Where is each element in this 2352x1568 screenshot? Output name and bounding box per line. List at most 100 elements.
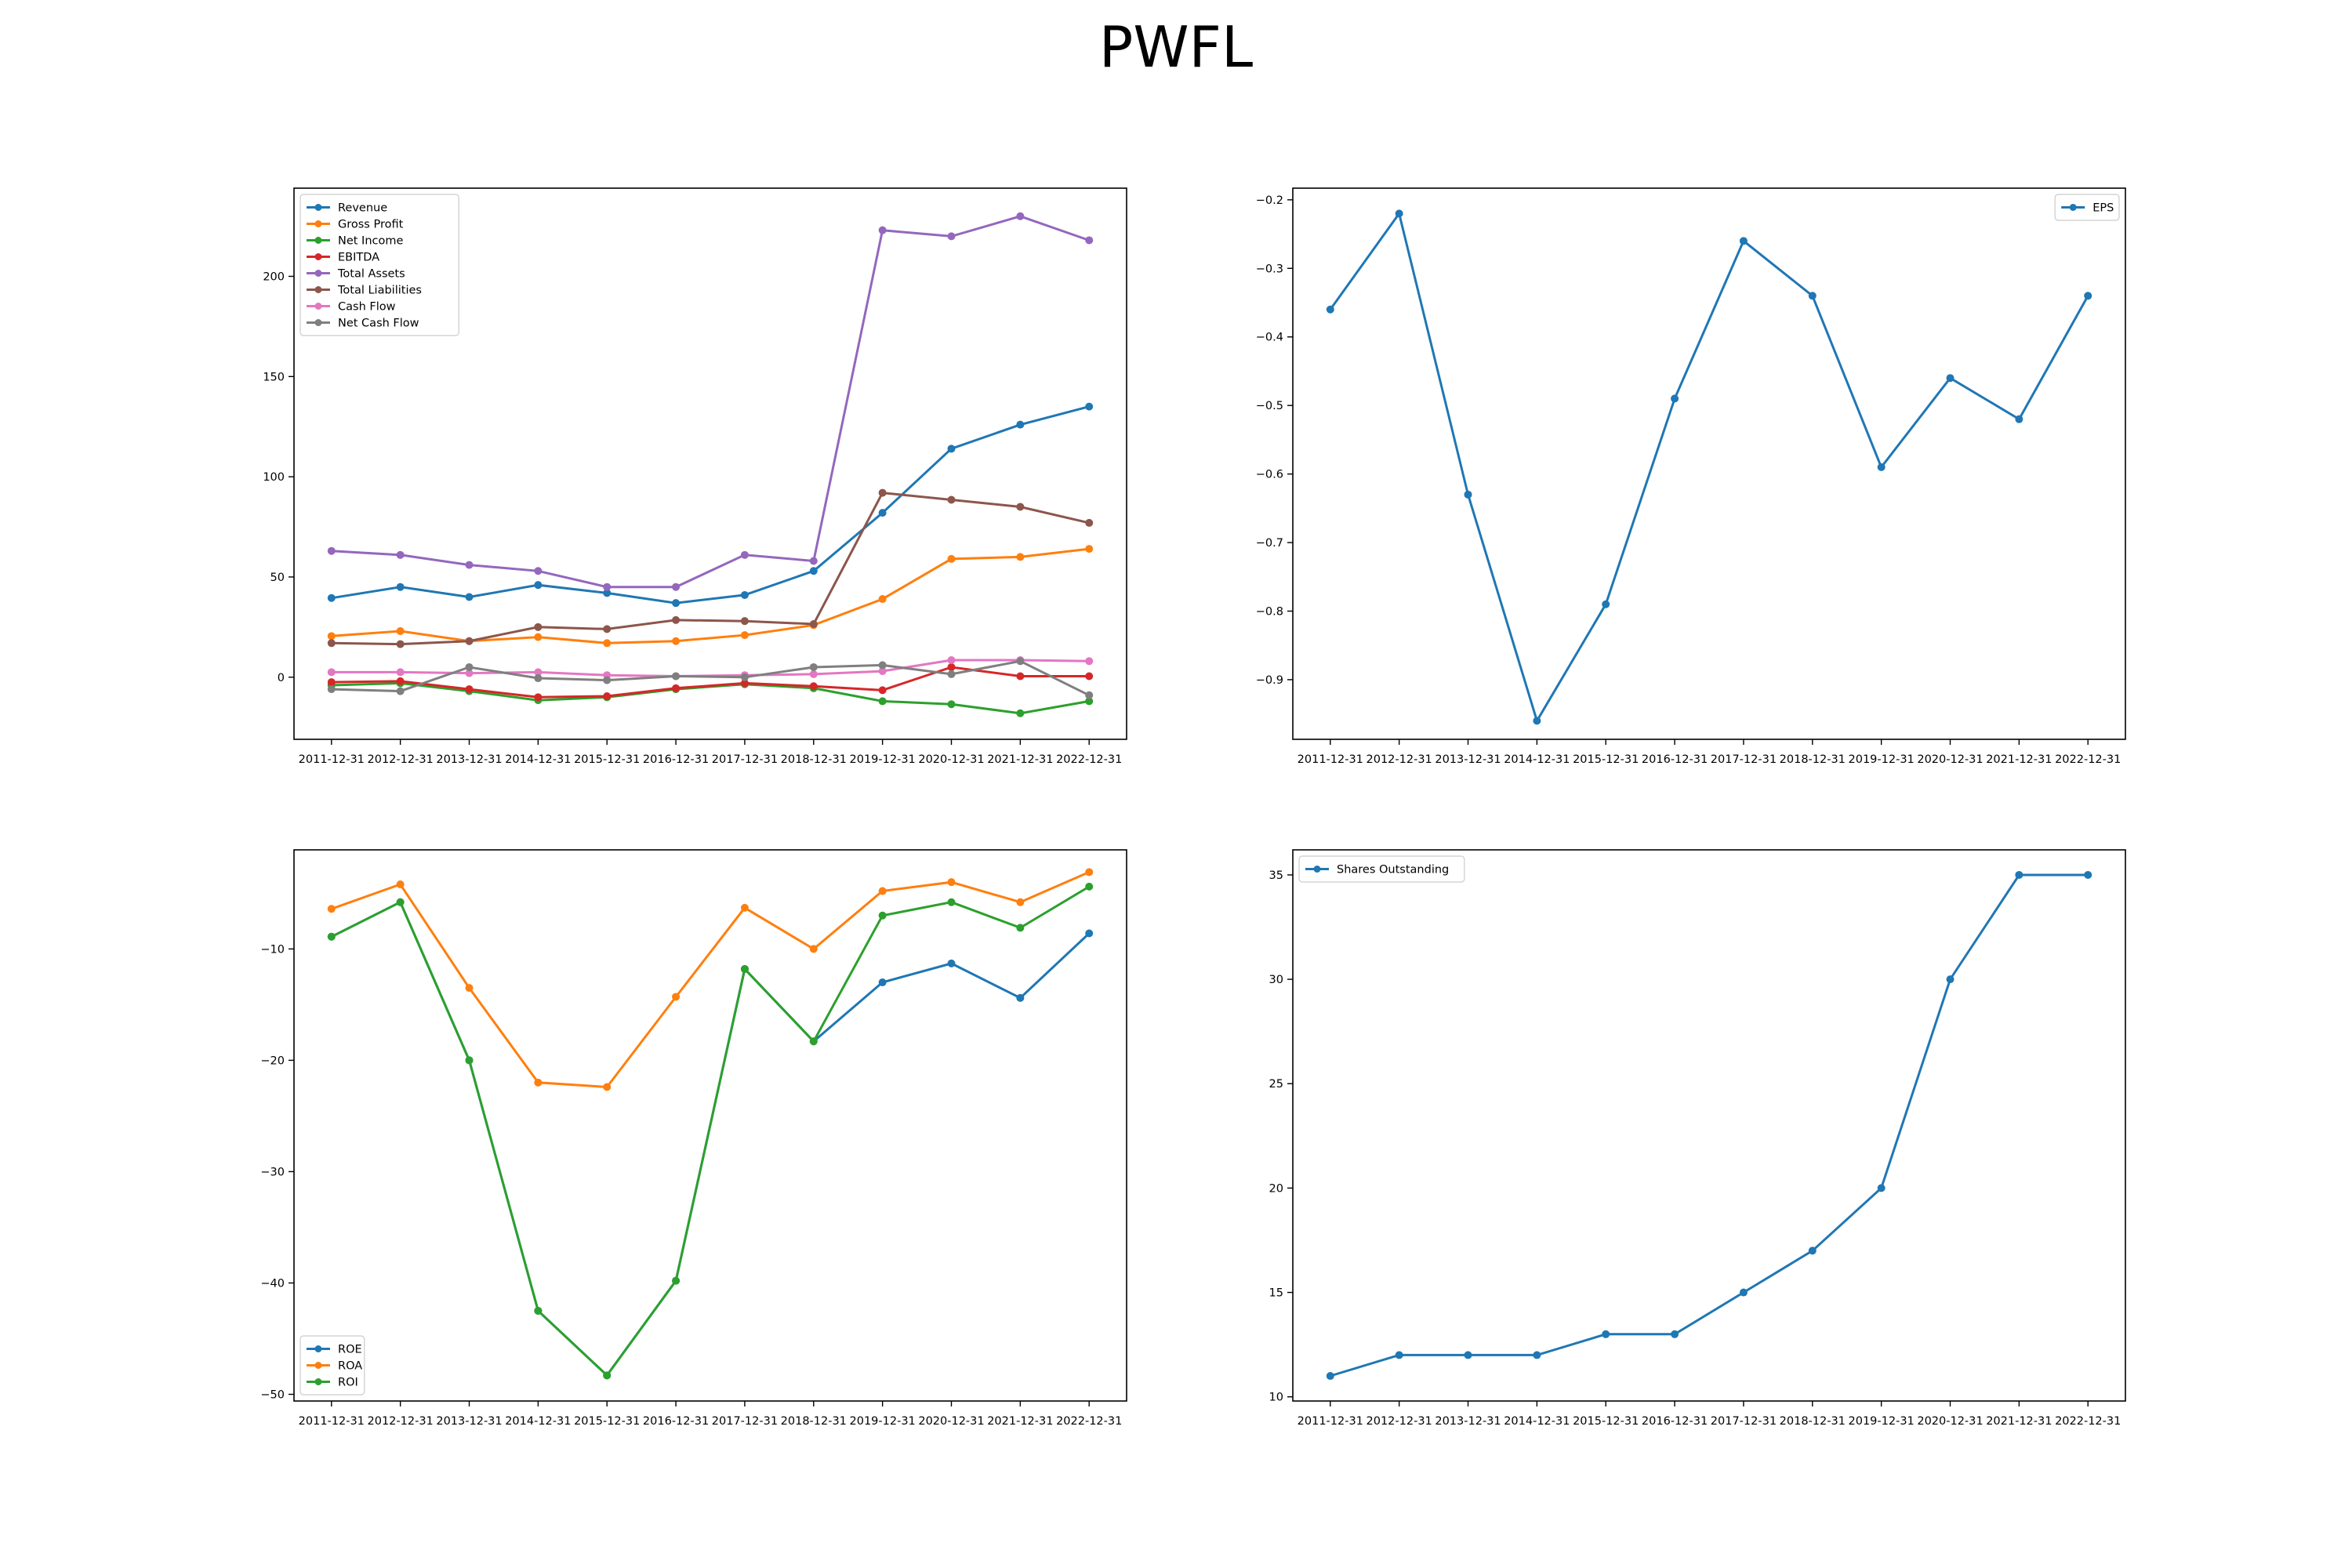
data-point: [1326, 305, 1334, 314]
data-point: [1671, 1330, 1679, 1338]
y-tick-label: 100: [263, 471, 285, 484]
x-tick-label: 2017-12-31: [712, 753, 778, 766]
data-point: [465, 685, 474, 694]
legend-marker: [2069, 204, 2077, 211]
data-point: [809, 670, 818, 678]
x-tick-label: 2020-12-31: [1917, 753, 1983, 766]
data-point: [465, 593, 474, 601]
data-point: [603, 625, 612, 633]
legend-marker: [314, 237, 322, 244]
legend-label: ROI: [338, 1377, 358, 1389]
data-point: [1085, 672, 1094, 681]
data-point: [1085, 518, 1094, 527]
legend-marker: [314, 1345, 322, 1352]
y-tick-label: −40: [260, 1277, 285, 1290]
data-point: [947, 878, 956, 887]
data-point: [534, 567, 543, 575]
legend-label: Total Assets: [337, 268, 405, 281]
legend-marker: [314, 319, 322, 326]
data-point: [1016, 420, 1025, 429]
y-tick-label: 35: [1269, 869, 1283, 882]
data-point: [1395, 209, 1403, 218]
x-tick-label: 2015-12-31: [1573, 753, 1639, 766]
data-point: [878, 911, 887, 920]
data-point: [740, 550, 749, 559]
data-point: [1602, 1330, 1610, 1338]
x-tick-label: 2022-12-31: [1056, 753, 1122, 766]
chart-financials: 2011-12-31 2012-12-31 2013-12-31 2014-12-31…: [263, 187, 1127, 766]
data-point: [327, 546, 336, 555]
data-point: [534, 622, 543, 631]
data-point: [809, 567, 818, 575]
data-point: [1877, 463, 1886, 471]
plot-frame: [293, 187, 1127, 740]
data-point: [1016, 709, 1025, 717]
series-shares-outstanding: [1326, 870, 2092, 1381]
legend-label: ROE: [338, 1344, 362, 1356]
x-tick-label: 2013-12-31: [1435, 1415, 1501, 1428]
data-point: [2084, 870, 2092, 879]
data-point: [603, 583, 612, 591]
data-point: [603, 1371, 612, 1380]
chart-eps: 2011-12-31 2012-12-31 2013-12-31 2014-12-31…: [1256, 187, 2126, 766]
data-point: [947, 662, 956, 671]
legend-label: Net Cash Flow: [338, 318, 419, 330]
legend-label: Total Liabilities: [337, 285, 422, 297]
data-point: [1739, 1288, 1748, 1297]
x-tick-label: 2017-12-31: [712, 1415, 778, 1428]
x-tick-label: 2016-12-31: [1642, 753, 1708, 766]
series-line: [331, 659, 1090, 697]
data-point: [1464, 1351, 1472, 1359]
data-point: [947, 898, 956, 906]
series-roi: [327, 882, 1094, 1380]
data-point: [1016, 503, 1025, 511]
data-point: [465, 984, 474, 993]
data-point: [947, 959, 956, 967]
series-line: [331, 215, 1090, 589]
data-point: [740, 631, 749, 640]
data-point: [327, 678, 336, 687]
legend-label: Net Income: [338, 235, 403, 248]
data-point: [534, 633, 543, 641]
x-tick-label: 2020-12-31: [918, 753, 984, 766]
data-point: [1016, 672, 1025, 681]
data-point: [603, 1083, 612, 1091]
data-point: [396, 640, 405, 648]
data-point: [809, 662, 818, 671]
data-point: [534, 693, 543, 702]
data-point: [465, 561, 474, 569]
data-point: [396, 687, 405, 695]
data-point: [1671, 394, 1679, 403]
data-point: [740, 679, 749, 688]
legend-label: EPS: [2092, 202, 2114, 215]
plot-frame: [1292, 187, 2126, 740]
y-tick-label: 20: [1269, 1182, 1283, 1195]
data-point: [396, 550, 405, 559]
data-point: [878, 667, 887, 676]
x-tick-label: 2021-12-31: [987, 753, 1053, 766]
data-point: [809, 682, 818, 691]
data-point: [396, 583, 405, 591]
data-point: [603, 692, 612, 701]
y-tick-label: 25: [1269, 1078, 1283, 1091]
data-point: [1877, 1184, 1886, 1192]
data-point: [534, 674, 543, 683]
data-point: [672, 583, 681, 591]
data-point: [327, 632, 336, 641]
legend-marker: [314, 270, 322, 277]
data-point: [809, 620, 818, 629]
data-point: [1016, 898, 1025, 906]
data-point: [327, 593, 336, 602]
legend-marker: [314, 1362, 322, 1369]
y-tick-label: 15: [1269, 1287, 1283, 1300]
data-point: [878, 686, 887, 695]
data-point: [1395, 1351, 1403, 1359]
data-point: [1946, 975, 1955, 984]
data-point: [327, 685, 336, 694]
x-tick-label: 2017-12-31: [1711, 1415, 1777, 1428]
y-tick-label: −0.7: [1256, 537, 1283, 550]
legend-label: Cash Flow: [338, 301, 396, 314]
x-tick-label: 2012-12-31: [368, 1415, 434, 1428]
data-point: [396, 677, 405, 685]
data-point: [947, 232, 956, 241]
